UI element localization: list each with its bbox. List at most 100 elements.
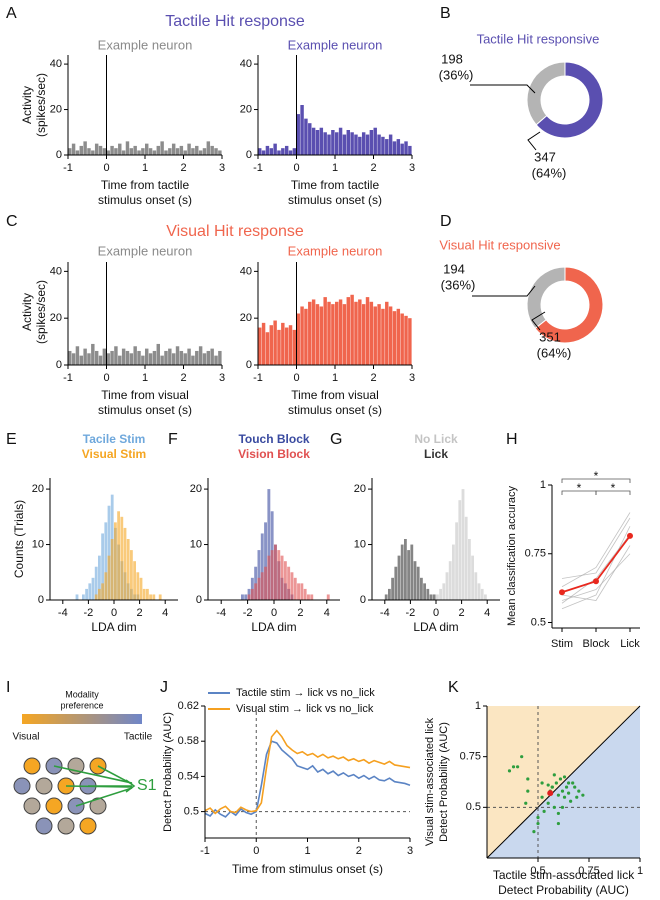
- panel-letter: D: [440, 213, 452, 230]
- bar: [397, 555, 401, 600]
- bar: [118, 355, 122, 365]
- panel-letter: I: [6, 679, 10, 696]
- y-axis-label: Detect Probability (AUC): [438, 722, 450, 842]
- x-tick-label: 0.5: [530, 865, 545, 877]
- bar: [79, 145, 83, 155]
- subtitle: Example neuron: [288, 243, 383, 258]
- bar: [300, 306, 304, 365]
- diagonal: [486, 705, 641, 859]
- x-tick-label: 0: [293, 162, 299, 174]
- x-tick-label: 0: [293, 372, 299, 384]
- bar: [261, 150, 266, 155]
- point: [542, 809, 546, 813]
- y-tick-label: 0.5: [184, 806, 199, 818]
- bar: [281, 148, 285, 155]
- x-tick-label: -2: [406, 607, 416, 619]
- subtitle: Example neuron: [288, 37, 383, 52]
- x-tick-label: -4: [380, 607, 390, 619]
- bar: [198, 150, 203, 155]
- x-tick-label: 0: [271, 607, 277, 619]
- bar: [308, 301, 312, 365]
- y-tick-label: 40: [50, 58, 62, 70]
- point: [581, 793, 585, 797]
- bar: [254, 583, 258, 600]
- gradient-title: Modality: [65, 689, 99, 699]
- bar: [315, 304, 320, 365]
- bar: [436, 594, 439, 600]
- x-tick-label: -4: [216, 607, 226, 619]
- bar: [346, 130, 350, 155]
- bar: [455, 522, 458, 600]
- y-tick-label: 1: [475, 700, 481, 712]
- bar: [400, 143, 404, 155]
- bar: [210, 145, 214, 155]
- value-label: 347: [534, 149, 556, 164]
- bar: [175, 346, 180, 365]
- subtitle: Example neuron: [98, 243, 193, 258]
- y-tick-label: 0: [38, 594, 44, 606]
- x-axis-label: LDA dim: [91, 620, 136, 634]
- bar: [110, 145, 114, 155]
- bar: [158, 594, 162, 600]
- bar: [107, 505, 111, 600]
- y-axis-label: (spikes/sec): [34, 280, 48, 344]
- bar: [145, 143, 149, 155]
- donut-segment: [535, 61, 604, 139]
- x-tick-label: 0: [253, 845, 259, 857]
- bar: [250, 577, 254, 600]
- bar: [133, 346, 137, 365]
- bar: [191, 148, 195, 155]
- bar: [94, 594, 98, 600]
- y-tick-label: 0.75: [525, 548, 546, 560]
- panel-letter: C: [6, 213, 18, 230]
- bar: [152, 594, 156, 600]
- bar: [392, 141, 397, 155]
- donut-segment: [534, 266, 604, 344]
- x-axis-label: Time from tactile: [101, 178, 190, 192]
- y-tick-label: 0.62: [178, 700, 199, 712]
- point: [560, 789, 565, 793]
- bar: [452, 544, 455, 600]
- bar: [195, 350, 199, 365]
- value-label: 194: [443, 261, 465, 276]
- y-axis-label: Counts (Trials): [12, 500, 26, 578]
- panel-letter: H: [506, 431, 518, 448]
- y-tick-label: 20: [190, 483, 202, 495]
- y-tick-label: 0: [246, 359, 252, 371]
- bar: [104, 572, 108, 600]
- bar: [101, 583, 104, 600]
- gradient-title: preference: [60, 700, 103, 710]
- bar: [297, 583, 300, 600]
- bar: [110, 350, 114, 365]
- bar: [142, 588, 146, 600]
- point: [526, 789, 530, 793]
- bar: [365, 134, 370, 155]
- bar: [311, 127, 316, 155]
- point: [526, 777, 530, 781]
- x-tick-label: 2: [370, 372, 376, 384]
- significance-bracket: [561, 478, 631, 483]
- bar: [82, 594, 85, 600]
- bar: [126, 539, 130, 600]
- bar: [168, 148, 172, 155]
- bar: [91, 577, 95, 600]
- bar: [98, 355, 103, 365]
- bar: [404, 141, 408, 155]
- series-line: [561, 517, 631, 579]
- x-tick-label: -1: [63, 162, 73, 174]
- bar: [136, 572, 140, 600]
- point: [571, 781, 575, 785]
- point: [552, 773, 556, 777]
- bar: [264, 566, 267, 600]
- legend-label: Tactile stim → lick vs no_lick: [236, 687, 375, 699]
- bar: [326, 594, 330, 600]
- panel-letter: E: [6, 431, 17, 448]
- bar: [114, 522, 117, 600]
- bar: [308, 123, 312, 155]
- subtitle: Example neuron: [98, 37, 193, 52]
- value-label: 198: [441, 51, 463, 66]
- bar: [423, 583, 426, 600]
- bar: [381, 136, 385, 155]
- x-tick-label: -1: [253, 162, 263, 174]
- bar: [281, 322, 285, 365]
